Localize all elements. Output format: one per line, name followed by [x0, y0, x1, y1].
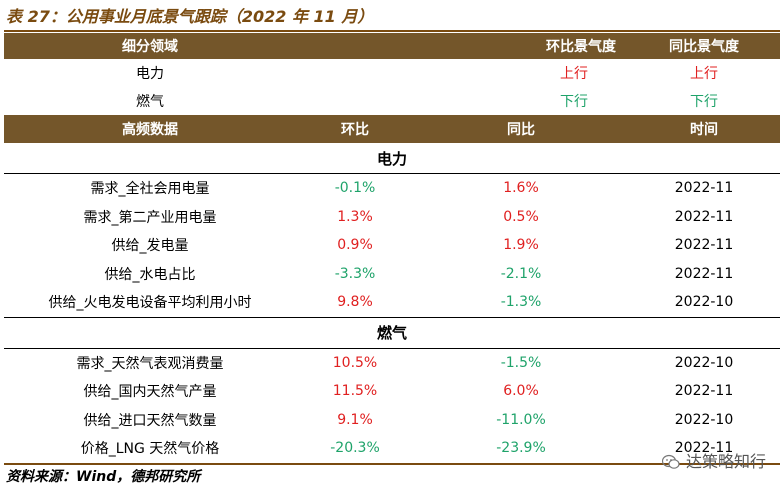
segment-label: 电力 [136, 66, 164, 82]
time-value: 2022-11 [674, 180, 734, 197]
yoy-value: 1.9% [503, 237, 539, 254]
header-yoy: 同比 [414, 115, 628, 143]
time-value: 2022-11 [674, 265, 734, 282]
mom-sentiment: 上行 [560, 66, 588, 82]
indicator-name: 供给_火电发电设备平均利用小时 [48, 295, 252, 312]
header-yoy-sentiment: 同比景气度 [628, 33, 780, 59]
header-segment: 细分领域 [4, 33, 296, 59]
indicator-name: 供给_进口天然气数量 [83, 412, 217, 429]
section-row-gas: 燃气 [4, 316, 780, 349]
yoy-value: -23.9% [414, 434, 628, 465]
header-mom-sentiment: 环比景气度 [296, 33, 628, 59]
indicator-name: 供给_水电占比 [104, 266, 196, 283]
time-value: 2022-11 [674, 208, 734, 225]
title-divider [4, 30, 780, 32]
time-value: 2022-11 [674, 237, 734, 254]
indicator-name: 需求_天然气表观消费量 [76, 355, 224, 372]
section-row-electricity: 电力 [4, 143, 780, 174]
table-row: 供给_发电量 0.9% 1.9% 2022-11 [4, 231, 780, 260]
mom-value: -20.3% [296, 434, 414, 465]
time-value: 2022-11 [674, 383, 734, 400]
yoy-value: 6.0% [503, 383, 539, 400]
section-label: 燃气 [4, 316, 780, 349]
time-value: 2022-10 [674, 354, 734, 371]
yoy-sentiment: 上行 [690, 66, 718, 82]
mom-value: 9.1% [337, 411, 373, 428]
watermark-text: 达策略知行 [685, 452, 766, 471]
summary-row: 燃气 下行 下行 [4, 87, 780, 115]
yoy-value: -11.0% [496, 411, 546, 428]
yoy-value: 1.6% [503, 180, 539, 197]
yoy-value: 0.5% [503, 208, 539, 225]
yoy-value: -2.1% [500, 265, 542, 282]
summary-header-row: 细分领域 环比景气度 同比景气度 [4, 33, 780, 59]
time-value: 2022-10 [674, 411, 734, 428]
indicator-name: 需求_全社会用电量 [90, 181, 210, 198]
detail-header-row: 高频数据 环比 同比 时间 [4, 115, 780, 143]
table-row: 价格_LNG 天然气价格 -20.3% -23.9% 2022-11 [4, 434, 780, 465]
yoy-value: -1.5% [500, 354, 542, 371]
table-row: 需求_天然气表观消费量 10.5% -1.5% 2022-10 [4, 348, 780, 377]
table-row: 供给_火电发电设备平均利用小时 9.8% -1.3% 2022-10 [4, 288, 780, 317]
yoy-sentiment: 下行 [690, 94, 718, 110]
mom-value: -0.1% [334, 180, 376, 197]
table-row: 供给_水电占比 -3.3% -2.1% 2022-11 [4, 260, 780, 289]
watermark: 达策略知行 [661, 450, 766, 474]
header-mom: 环比 [296, 115, 414, 143]
mom-value: -3.3% [334, 265, 376, 282]
table-title: 表 27：公用事业月底景气跟踪（2022 年 11 月） [6, 7, 374, 26]
wechat-icon [661, 454, 680, 469]
header-time: 时间 [628, 115, 780, 143]
time-value: 2022-11 [628, 434, 780, 465]
indicator-name: 供给_发电量 [111, 238, 189, 255]
header-indicator: 高频数据 [4, 115, 296, 143]
mom-sentiment: 下行 [560, 94, 588, 110]
time-value: 2022-10 [674, 294, 734, 311]
table-row: 需求_第二产业用电量 1.3% 0.5% 2022-11 [4, 203, 780, 232]
indicator-name: 需求_第二产业用电量 [83, 209, 217, 226]
yoy-value: -1.3% [500, 294, 542, 311]
utility-sentiment-table: 细分领域 环比景气度 同比景气度 电力 上行 上行 燃气 下行 下行 高频数据 … [4, 33, 780, 465]
table-row: 需求_全社会用电量 -0.1% 1.6% 2022-11 [4, 174, 780, 203]
mom-value: 10.5% [332, 354, 378, 371]
section-label: 电力 [4, 143, 780, 174]
mom-value: 1.3% [337, 208, 373, 225]
indicator-name: 供给_国内天然气产量 [83, 384, 217, 401]
source-note: 资料来源：Wind，德邦研究所 [6, 469, 201, 485]
segment-label: 燃气 [136, 94, 164, 110]
mom-value: 0.9% [337, 237, 373, 254]
table-row: 供给_国内天然气产量 11.5% 6.0% 2022-11 [4, 377, 780, 406]
table-row: 供给_进口天然气数量 9.1% -11.0% 2022-10 [4, 406, 780, 435]
mom-value: 11.5% [332, 383, 378, 400]
indicator-name: 价格_LNG 天然气价格 [4, 434, 296, 465]
mom-value: 9.8% [337, 294, 373, 311]
summary-row: 电力 上行 上行 [4, 59, 780, 87]
